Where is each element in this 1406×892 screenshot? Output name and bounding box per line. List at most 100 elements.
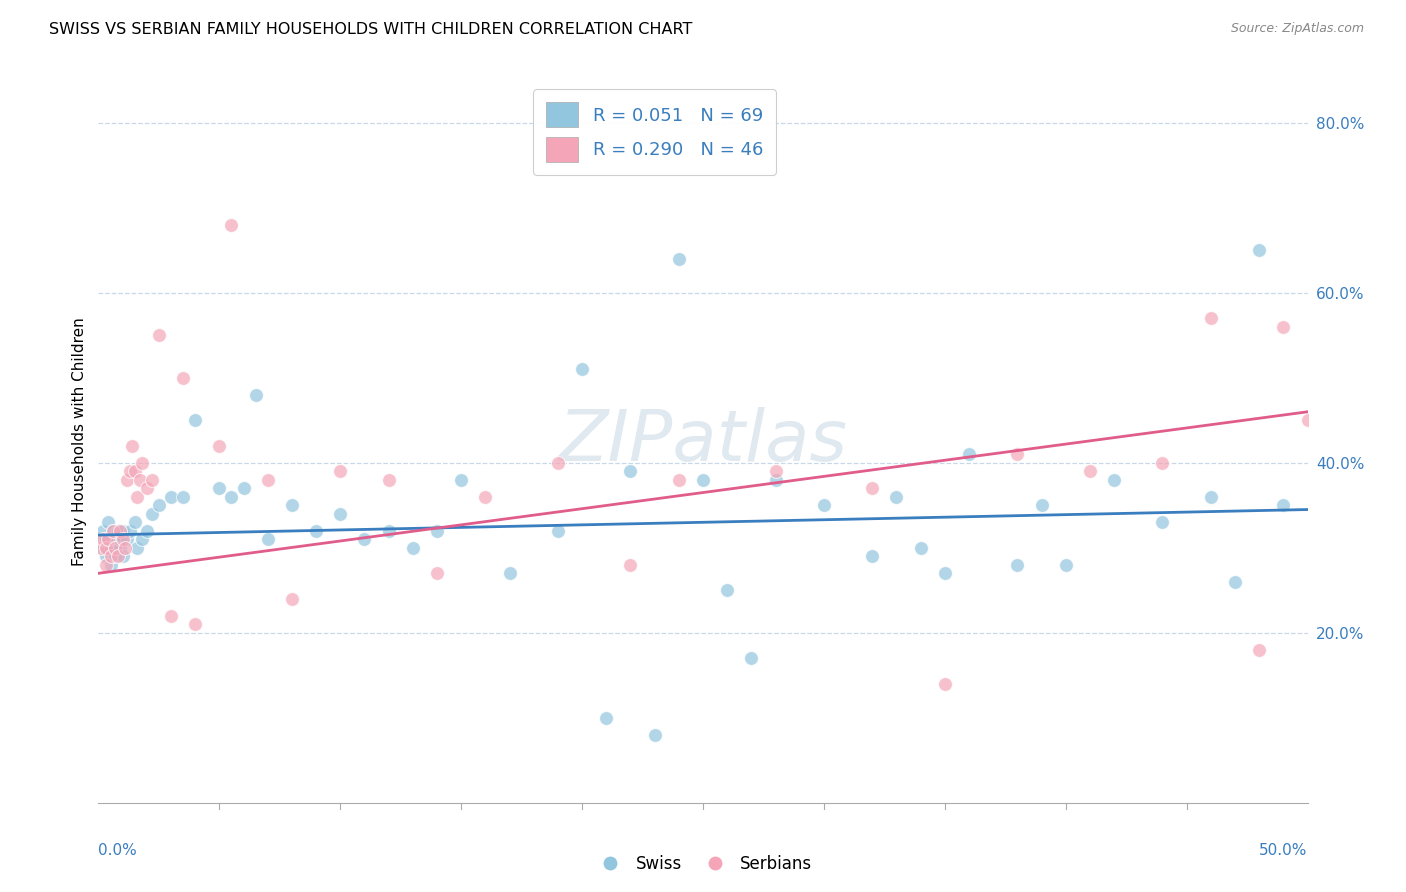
Point: [172, 371, 194, 385]
Point: [281, 591, 304, 606]
Point: [377, 524, 399, 538]
Point: [118, 464, 141, 478]
Point: [256, 533, 278, 547]
Point: [256, 473, 278, 487]
Point: [148, 328, 170, 343]
Point: [107, 549, 129, 564]
Point: [124, 516, 146, 530]
Point: [934, 566, 956, 581]
Point: [1152, 516, 1174, 530]
Point: [353, 533, 375, 547]
Point: [184, 617, 207, 632]
Point: [498, 566, 520, 581]
Point: [692, 473, 714, 487]
Point: [91, 541, 114, 555]
Text: SWISS VS SERBIAN FAMILY HOUSEHOLDS WITH CHILDREN CORRELATION CHART: SWISS VS SERBIAN FAMILY HOUSEHOLDS WITH …: [49, 22, 693, 37]
Point: [1007, 558, 1029, 572]
Point: [571, 362, 593, 376]
Point: [101, 524, 124, 538]
Point: [813, 498, 835, 512]
Point: [1296, 413, 1319, 427]
Point: [108, 541, 131, 555]
Point: [117, 473, 139, 487]
Point: [172, 490, 194, 504]
Point: [94, 541, 117, 555]
Point: [860, 481, 883, 495]
Point: [668, 252, 690, 266]
Point: [90, 533, 112, 547]
Point: [886, 490, 908, 504]
Point: [1078, 464, 1101, 478]
Y-axis label: Family Households with Children: Family Households with Children: [72, 318, 87, 566]
Point: [107, 524, 129, 538]
Legend: Swiss, Serbians: Swiss, Serbians: [588, 848, 818, 880]
Point: [97, 516, 120, 530]
Point: [118, 524, 141, 538]
Point: [100, 541, 122, 555]
Point: [104, 549, 127, 564]
Point: [1152, 456, 1174, 470]
Point: [97, 533, 120, 547]
Point: [281, 498, 304, 512]
Point: [160, 608, 183, 623]
Point: [127, 541, 149, 555]
Point: [160, 490, 183, 504]
Point: [934, 677, 956, 691]
Point: [111, 549, 134, 564]
Point: [124, 464, 146, 478]
Point: [450, 473, 472, 487]
Text: 50.0%: 50.0%: [1260, 843, 1308, 857]
Point: [1249, 642, 1271, 657]
Point: [101, 533, 124, 547]
Point: [547, 524, 569, 538]
Point: [148, 498, 170, 512]
Point: [107, 533, 129, 547]
Point: [94, 549, 117, 564]
Legend: R = 0.051   N = 69, R = 0.290   N = 46: R = 0.051 N = 69, R = 0.290 N = 46: [533, 89, 776, 175]
Point: [221, 490, 243, 504]
Point: [104, 541, 127, 555]
Point: [910, 541, 932, 555]
Point: [97, 541, 120, 555]
Point: [1199, 311, 1222, 326]
Point: [1007, 447, 1029, 461]
Point: [1272, 319, 1295, 334]
Point: [131, 456, 153, 470]
Point: [426, 524, 449, 538]
Text: ZIPatlas: ZIPatlas: [558, 407, 848, 476]
Point: [740, 651, 762, 665]
Point: [1054, 558, 1077, 572]
Point: [619, 464, 641, 478]
Point: [329, 507, 352, 521]
Point: [114, 541, 136, 555]
Point: [402, 541, 425, 555]
Point: [232, 481, 254, 495]
Point: [111, 533, 134, 547]
Text: 0.0%: 0.0%: [98, 843, 138, 857]
Point: [595, 711, 617, 725]
Point: [1199, 490, 1222, 504]
Point: [765, 464, 787, 478]
Point: [128, 473, 150, 487]
Point: [305, 524, 328, 538]
Point: [377, 473, 399, 487]
Point: [668, 473, 690, 487]
Point: [94, 533, 117, 547]
Point: [184, 413, 207, 427]
Point: [1223, 574, 1246, 589]
Point: [860, 549, 883, 564]
Point: [131, 533, 153, 547]
Point: [100, 549, 122, 564]
Point: [1272, 498, 1295, 512]
Point: [108, 533, 131, 547]
Point: [91, 524, 114, 538]
Point: [141, 507, 163, 521]
Point: [104, 541, 127, 555]
Point: [329, 464, 352, 478]
Point: [141, 473, 163, 487]
Point: [91, 533, 114, 547]
Point: [619, 558, 641, 572]
Point: [111, 524, 134, 538]
Point: [765, 473, 787, 487]
Point: [426, 566, 449, 581]
